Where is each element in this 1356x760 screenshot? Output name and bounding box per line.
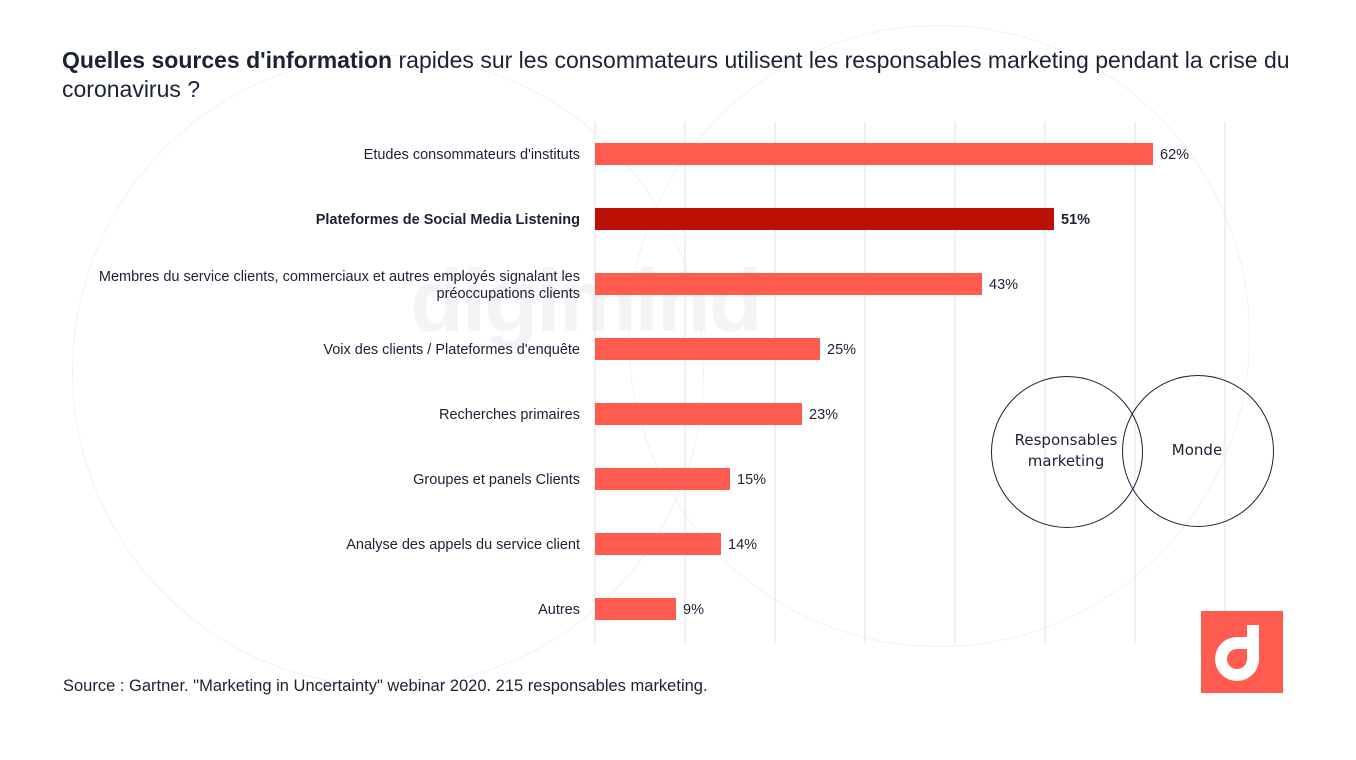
- chart-gridlines: [594, 122, 1226, 643]
- page-title: Quelles sources d'information rapides su…: [62, 46, 1302, 104]
- value-label: 43%: [989, 277, 1018, 293]
- bar: [595, 208, 1054, 230]
- title-rest: rapides sur les consommateurs utilisent …: [62, 47, 1290, 102]
- bar: [595, 468, 730, 490]
- bar: [595, 598, 676, 620]
- value-label: 62%: [1160, 147, 1189, 163]
- category-label: Plateformes de Social Media Listening: [316, 212, 580, 228]
- category-label: Membres du service clients, commerciaux …: [99, 269, 580, 302]
- venn-label-monde: Monde: [1171, 441, 1223, 459]
- value-label: 15%: [737, 472, 766, 488]
- category-label: Autres: [538, 602, 580, 618]
- venn-label-marketing: Responsables marketing: [1014, 431, 1118, 470]
- value-label: 51%: [1061, 212, 1090, 228]
- title-bold-part: Quelles sources d'information: [62, 47, 393, 73]
- bar: [595, 403, 802, 425]
- category-label: Etudes consommateurs d'instituts: [364, 147, 580, 163]
- bar: [595, 533, 721, 555]
- chart-value-labels: 62% 51% 43% 25% 23% 15% 14% 9%: [683, 147, 1189, 618]
- venn-circle-monde: [1122, 375, 1274, 527]
- chart-bars: [595, 143, 1153, 620]
- background-circle-right: [628, 25, 1250, 647]
- value-label: 23%: [809, 407, 838, 423]
- category-label: Voix des clients / Plateformes d'enquête: [323, 342, 580, 358]
- category-label-line: préoccupations clients: [437, 286, 580, 302]
- category-label: Groupes et panels Clients: [413, 472, 580, 488]
- value-label: 25%: [827, 342, 856, 358]
- source-note: Source : Gartner. "Marketing in Uncertai…: [63, 677, 708, 695]
- chart-category-labels: Etudes consommateurs d'instituts Platefor…: [99, 147, 580, 618]
- bar: [595, 338, 820, 360]
- category-label-line: Membres du service clients, commerciaux …: [99, 269, 580, 285]
- digimind-logo-icon: [1201, 611, 1283, 693]
- bar: [595, 273, 982, 295]
- category-label: Recherches primaires: [439, 407, 580, 423]
- value-label: 14%: [728, 537, 757, 553]
- watermark-text: digimind: [410, 251, 763, 350]
- category-label: Analyse des appels du service client: [346, 537, 580, 553]
- bar: [595, 143, 1153, 165]
- value-label: 9%: [683, 602, 704, 618]
